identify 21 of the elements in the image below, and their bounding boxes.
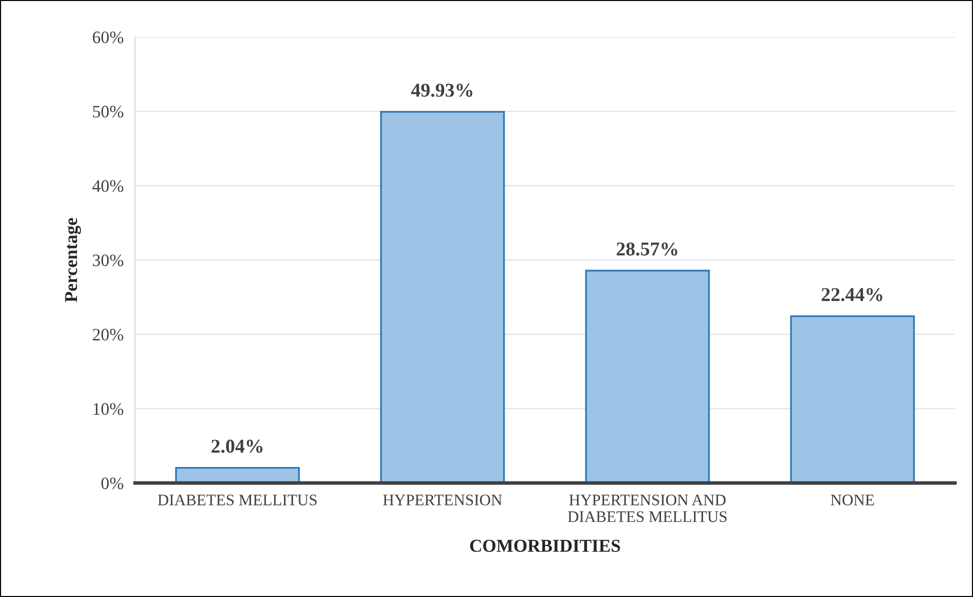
bar — [585, 270, 710, 483]
bar — [380, 111, 505, 483]
y-tick-label: 10% — [94, 403, 124, 415]
x-tick-label: DIABETES MELLITUS — [158, 494, 317, 506]
x-tick-label: HYPERTENSION — [383, 494, 502, 506]
x-tick-label: HYPERTENSION AND DIABETES MELLITUS — [568, 494, 727, 522]
y-tick-label: 60% — [92, 31, 124, 44]
y-axis-title: Percentage — [65, 218, 81, 302]
data-label: 28.57% — [616, 242, 678, 256]
y-tick-label: 30% — [92, 254, 124, 266]
y-tick-label: 40% — [92, 180, 124, 192]
data-label: 49.93% — [411, 84, 472, 97]
data-label: 2.04% — [212, 440, 262, 453]
data-label: 22.44% — [822, 288, 882, 302]
x-tick-label: NONE — [830, 494, 874, 506]
bar — [175, 467, 300, 483]
y-tick-label: 0% — [101, 477, 124, 490]
y-tick-label: 20% — [92, 328, 124, 341]
x-axis-title: COMORBIDITIES — [470, 540, 620, 552]
y-tick-label: 50% — [93, 106, 124, 118]
bar — [790, 315, 915, 483]
